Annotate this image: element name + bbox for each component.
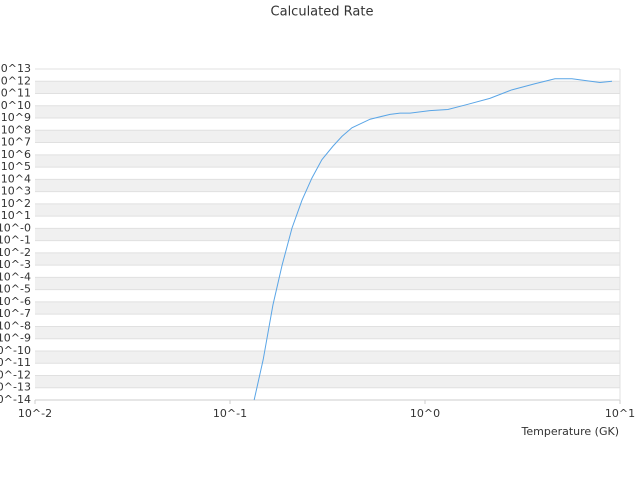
grid-band — [35, 375, 620, 388]
grid-band — [35, 277, 620, 290]
y-tick-label: 10^12 — [0, 74, 31, 87]
data-line — [253, 78, 613, 401]
y-tick-label: 10^7 — [1, 136, 31, 149]
y-tick-label: 10^4 — [1, 172, 31, 185]
y-tick-label: 10^-0 — [0, 221, 31, 234]
y-tick-label: 10^3 — [1, 185, 31, 198]
y-tick-label: 10^-13 — [0, 381, 31, 394]
y-tick-label: 10^1 — [1, 209, 31, 222]
y-tick-label: 10^-11 — [0, 356, 31, 369]
x-tick-label: 10^-1 — [213, 407, 247, 420]
y-tick-label: 10^10 — [0, 99, 31, 112]
y-tick-label: 10^-9 — [0, 332, 31, 345]
grid-band — [35, 228, 620, 241]
y-tick-label: 10^6 — [1, 148, 31, 161]
y-tick-label: 10^-7 — [0, 307, 31, 320]
y-tick-label: 10^-6 — [0, 295, 31, 308]
y-tick-label: 10^-12 — [0, 368, 31, 381]
grid-band — [35, 105, 620, 119]
chart-title: Calculated Rate — [271, 5, 374, 20]
x-tick-label: 10^-2 — [18, 407, 52, 420]
grid-band — [35, 81, 620, 94]
y-tick-label: 10^-4 — [0, 270, 31, 283]
x-axis-label: Temperature (GK) — [521, 425, 620, 438]
y-tick-label: 10^-1 — [0, 234, 31, 247]
grid-band — [35, 154, 620, 168]
grid-band — [35, 326, 620, 339]
y-tick-label: 10^8 — [1, 123, 31, 136]
y-tick-label: 10^-14 — [0, 393, 31, 406]
y-tick-label: 10^2 — [1, 197, 31, 210]
grid-band — [35, 203, 620, 217]
grid-band — [35, 350, 620, 364]
y-tick-label: 10^-10 — [0, 344, 31, 357]
y-tick-label: 10^-8 — [0, 319, 31, 332]
y-tick-label: 10^-5 — [0, 283, 31, 296]
grid-band — [35, 179, 620, 192]
x-tick-label: 10^1 — [605, 407, 635, 420]
y-tick-label: 10^9 — [1, 111, 31, 124]
y-tick-label: 10^13 — [0, 62, 31, 75]
y-tick-label: 10^11 — [0, 87, 31, 100]
y-tick-label: 10^-3 — [0, 258, 31, 271]
grid-band — [35, 130, 620, 143]
grid-band — [35, 252, 620, 266]
grid-band — [35, 301, 620, 315]
x-tick-label: 10^0 — [410, 407, 440, 420]
y-tick-label: 10^5 — [1, 160, 31, 173]
y-tick-label: 10^-2 — [0, 246, 31, 259]
